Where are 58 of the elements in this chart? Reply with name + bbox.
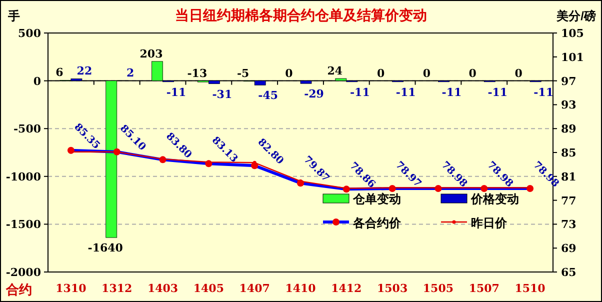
y2-tick-label: 89 [561, 122, 576, 136]
data-label: -11 [534, 86, 554, 99]
data-label: 2 [126, 66, 134, 80]
x-tick-label: 1507 [468, 282, 500, 295]
y2-tick-label: 93 [561, 98, 576, 112]
data-label: -29 [304, 88, 324, 101]
y-axis-title: 手 [7, 9, 20, 23]
x-tick-label: 1312 [102, 282, 132, 295]
x-tick-label: 1405 [193, 282, 224, 295]
x-tick-label: 1310 [56, 282, 87, 295]
y2-tick-label: 73 [561, 218, 576, 232]
y2-tick-label: 77 [561, 194, 576, 208]
data-label: 0 [468, 66, 477, 80]
data-label: 24 [327, 64, 343, 78]
legend-label: 各合约价 [352, 216, 402, 230]
data-label: 0 [376, 66, 385, 80]
x-tick-label: 1505 [422, 282, 454, 295]
data-label: -1640 [88, 242, 124, 255]
y2-tick-label: 105 [561, 27, 584, 40]
data-label: -31 [212, 88, 232, 101]
data-label: 203 [140, 47, 163, 60]
data-label: -45 [258, 89, 278, 102]
y2-tick-label: 97 [561, 74, 576, 88]
y2-tick-label: 101 [561, 50, 584, 64]
legend-label: 仓单变动 [352, 192, 401, 206]
y-tick-label: -500 [13, 122, 42, 136]
x-tick-label: 1407 [239, 282, 270, 295]
y-tick-label: 0 [33, 74, 42, 88]
y2-tick-label: 81 [561, 170, 576, 184]
chart-title: 当日纽约期棉各期合约仓单及结算价变动 [175, 7, 427, 24]
data-label: -11 [488, 86, 508, 99]
y-tick-label: -1000 [6, 170, 42, 184]
data-label: -5 [236, 66, 250, 80]
data-label: -11 [396, 86, 416, 99]
y-tick-label: 500 [18, 27, 42, 40]
data-label: 0 [285, 66, 294, 80]
data-label: 6 [56, 66, 64, 80]
y2-tick-label: 85 [561, 146, 576, 160]
legend-label: 昨日价 [471, 216, 508, 230]
y2-axis-title: 美分/磅 [556, 9, 596, 23]
y-tick-label: -1500 [6, 218, 42, 232]
x-tick-label: 1410 [285, 282, 316, 295]
legend-label: 价格变动 [470, 192, 519, 206]
data-label: -11 [442, 86, 462, 99]
data-label: 0 [514, 66, 523, 80]
data-label: -11 [350, 86, 370, 99]
x-tick-label: 1510 [514, 282, 546, 295]
x-tick-label: 1403 [147, 282, 178, 295]
y2-tick-label: 69 [561, 242, 576, 256]
x-tick-label: 1412 [331, 282, 362, 295]
data-label: 0 [422, 66, 431, 80]
y-tick-label: -2000 [6, 266, 42, 279]
data-label: -11 [166, 86, 186, 99]
x-axis-title: 合约 [5, 282, 32, 297]
y2-tick-label: 65 [561, 266, 576, 279]
x-tick-label: 1503 [377, 282, 408, 295]
data-label: 22 [76, 64, 92, 78]
data-label: -13 [187, 66, 208, 80]
